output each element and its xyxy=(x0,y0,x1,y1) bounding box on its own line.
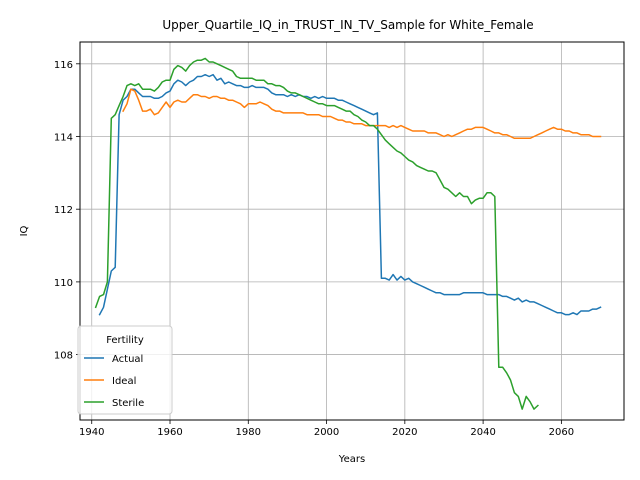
legend-box xyxy=(77,325,173,415)
plot-area-frame xyxy=(79,41,625,421)
legend-title: Fertility xyxy=(106,335,144,346)
y-tick-label: 114 xyxy=(54,133,73,144)
legend-label-actual: Actual xyxy=(112,354,143,365)
y-axis: 108 110 112 114 116 xyxy=(54,60,80,362)
y-tick-label: 108 xyxy=(54,351,73,362)
x-axis-label: Years xyxy=(338,454,365,465)
legend: Fertility Actual Ideal Sterile xyxy=(77,325,173,415)
x-tick-label: 2040 xyxy=(470,427,495,438)
legend-label-ideal: Ideal xyxy=(112,376,136,387)
legend-label-sterile: Sterile xyxy=(112,398,144,409)
x-tick-label: 2000 xyxy=(314,427,339,438)
chart-title: Upper_Quartile_IQ_in_TRUST_IN_TV_Sample … xyxy=(162,18,533,32)
y-tick-label: 112 xyxy=(54,205,73,216)
x-tick-label: 1980 xyxy=(236,427,261,438)
x-tick-label: 2020 xyxy=(392,427,417,438)
x-tick-label: 1940 xyxy=(79,427,104,438)
series-lines xyxy=(94,57,602,410)
series-line-actual xyxy=(98,73,602,316)
x-axis: 1940 1960 1980 2000 2020 2040 2060 xyxy=(79,420,574,438)
series-line-ideal xyxy=(122,88,602,140)
y-tick-label: 110 xyxy=(54,278,73,289)
y-tick-label: 116 xyxy=(54,60,73,71)
y-axis-label: IQ xyxy=(19,225,30,236)
series-line-sterile xyxy=(94,57,539,410)
x-tick-label: 1960 xyxy=(157,427,182,438)
x-tick-label: 2060 xyxy=(549,427,574,438)
